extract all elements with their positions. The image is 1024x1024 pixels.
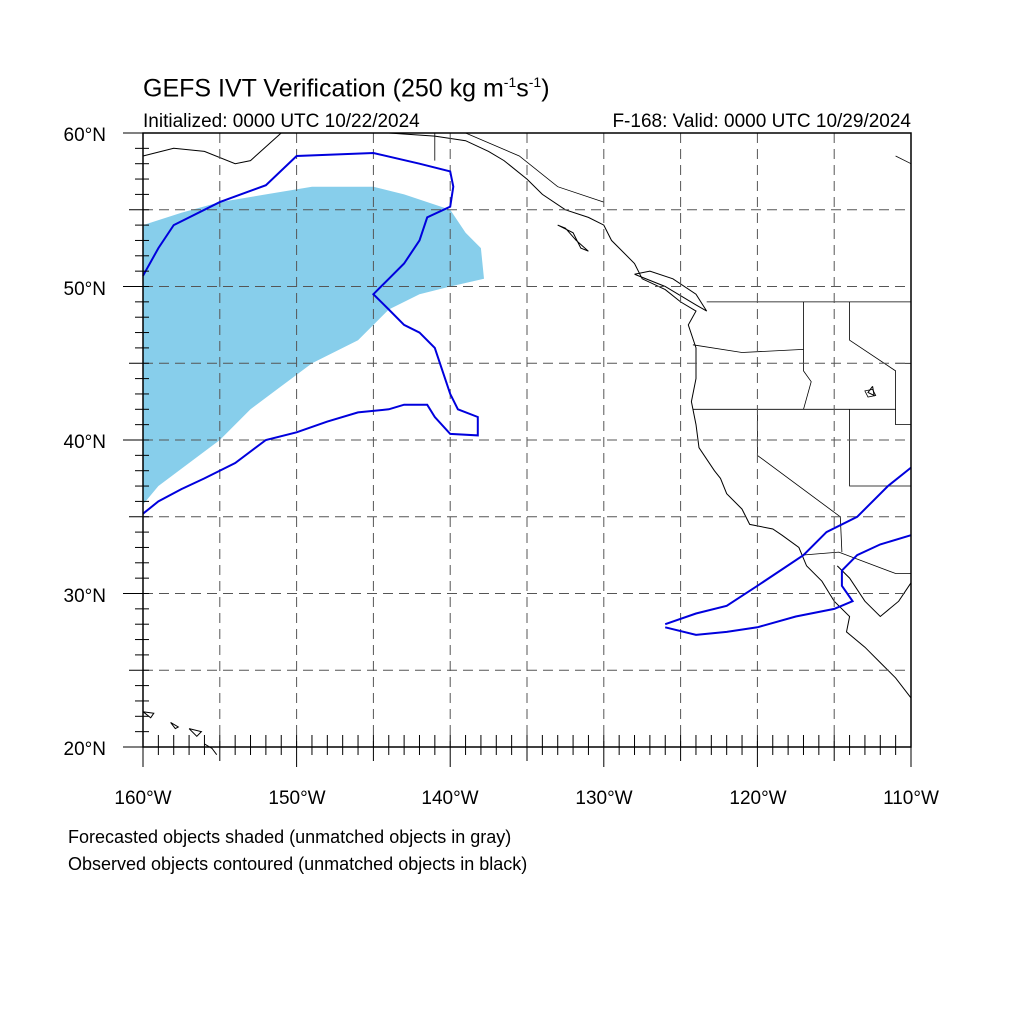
- title-mid: s: [516, 74, 529, 103]
- border-7: [895, 409, 911, 426]
- caption-observed: Observed objects contoured (unmatched ob…: [68, 854, 528, 874]
- border-3: [757, 409, 843, 553]
- observed-object-0: [142, 151, 479, 515]
- lat-label-40n: 40°N: [63, 432, 106, 453]
- plot-frame: [142, 132, 912, 748]
- lon-label-140w: 140°W: [421, 788, 479, 809]
- initialized-label: Initialized: 0000 UTC 10/22/2024: [143, 111, 420, 132]
- forecast-objects: [143, 186, 484, 505]
- border-4: [801, 551, 911, 574]
- border-6: [849, 301, 896, 410]
- forecast-object-0: [143, 186, 484, 505]
- title-exponent-1: -1: [503, 74, 517, 90]
- map-title: GEFS IVT Verification (250 kg m-1s-1): [143, 75, 550, 101]
- observed-object-1: [664, 466, 912, 626]
- coastline-4: [634, 270, 708, 312]
- coastline-6: [170, 721, 180, 730]
- lon-label-160w: 160°W: [114, 788, 172, 809]
- observed-objects: [142, 151, 912, 636]
- coastline-0: [142, 132, 282, 165]
- lat-label-20n: 20°N: [63, 739, 106, 760]
- coastline-3: [557, 224, 589, 252]
- lon-label-120w: 120°W: [729, 788, 787, 809]
- lon-label-150w: 150°W: [268, 788, 326, 809]
- border-8: [849, 409, 911, 487]
- border-5: [803, 301, 812, 410]
- border-10: [895, 155, 912, 165]
- coastline-7: [188, 728, 203, 738]
- lon-label-110w: 110°W: [883, 788, 939, 809]
- lat-label-50n: 50°N: [63, 279, 106, 300]
- lat-label-30n: 30°N: [63, 586, 106, 607]
- axis-ticks: [123, 132, 912, 767]
- title-main: GEFS IVT Verification (250 kg m: [143, 74, 504, 103]
- title-end: ): [541, 74, 550, 103]
- lake-0: [864, 388, 877, 398]
- coastline-2: [836, 565, 912, 618]
- border-12: [465, 132, 604, 203]
- border-1: [692, 344, 804, 353]
- coastline-1: [358, 132, 912, 699]
- title-exponent-2: -1: [528, 74, 542, 90]
- observed-object-2: [664, 534, 912, 636]
- coastline-5: [142, 711, 155, 719]
- grid-lines: [143, 133, 911, 747]
- valid-label: F-168: Valid: 0000 UTC 10/29/2024: [612, 111, 911, 132]
- coastline-8: [204, 743, 218, 755]
- lon-label-130w: 130°W: [575, 788, 633, 809]
- lat-label-60n: 60°N: [63, 125, 106, 146]
- caption-forecast: Forecasted objects shaded (unmatched obj…: [68, 827, 512, 847]
